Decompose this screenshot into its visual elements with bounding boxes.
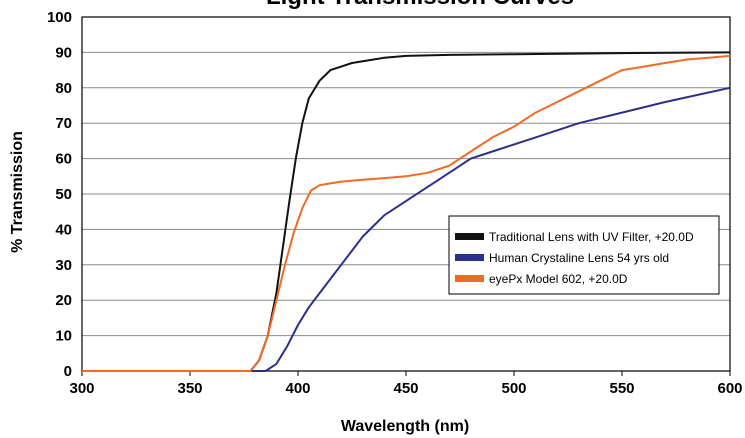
legend: Traditional Lens with UV Filter, +20.0D H…	[448, 215, 720, 295]
chart-title: Light Transmission Curves	[266, 0, 574, 10]
y-tick-label: 90	[55, 44, 72, 61]
series-lines	[82, 51, 731, 372]
y-tick-label: 0	[64, 363, 72, 380]
y-tick-label: 60	[55, 151, 72, 168]
grid-lines	[81, 16, 731, 376]
y-tick-label: 40	[55, 221, 72, 238]
x-tick-label: 600	[717, 380, 742, 397]
y-tick-label: 70	[55, 115, 72, 132]
legend-swatch-2	[455, 275, 484, 282]
x-tick-labels: 300 350 400 450 500 550 600	[69, 380, 742, 397]
y-tick-label: 80	[55, 80, 72, 97]
legend-label-1: Human Crystaline Lens 54 yrs old	[489, 251, 669, 265]
legend-box	[448, 215, 720, 295]
legend-label-0: Traditional Lens with UV Filter, +20.0D	[489, 230, 694, 244]
legend-label-2: eyePx Model 602, +20.0D	[489, 272, 628, 286]
y-tick-label: 30	[55, 257, 72, 274]
y-tick-label: 20	[55, 292, 72, 309]
y-tick-label: 50	[55, 186, 72, 203]
y-tick-label: 100	[47, 9, 72, 26]
y-tick-label: 10	[55, 328, 72, 345]
x-tick-label: 400	[285, 380, 310, 397]
y-tick-labels: 0 10 20 30 40 50 60 70 80 90 100	[47, 9, 72, 380]
x-tick-label: 300	[69, 380, 94, 397]
series-line-0	[82, 51, 731, 372]
y-axis-label: % Transmission	[9, 131, 26, 253]
x-tick-label: 500	[501, 380, 526, 397]
x-tick-label: 450	[393, 380, 418, 397]
x-axis-label: Wavelength (nm)	[341, 418, 469, 435]
series-line-1	[82, 86, 731, 372]
x-tick-label: 350	[177, 380, 202, 397]
legend-swatch-1	[455, 254, 484, 261]
x-tick-label: 550	[609, 380, 634, 397]
series-line-2	[82, 54, 731, 372]
plot-area-border	[81, 16, 731, 372]
legend-swatch-0	[455, 233, 484, 240]
